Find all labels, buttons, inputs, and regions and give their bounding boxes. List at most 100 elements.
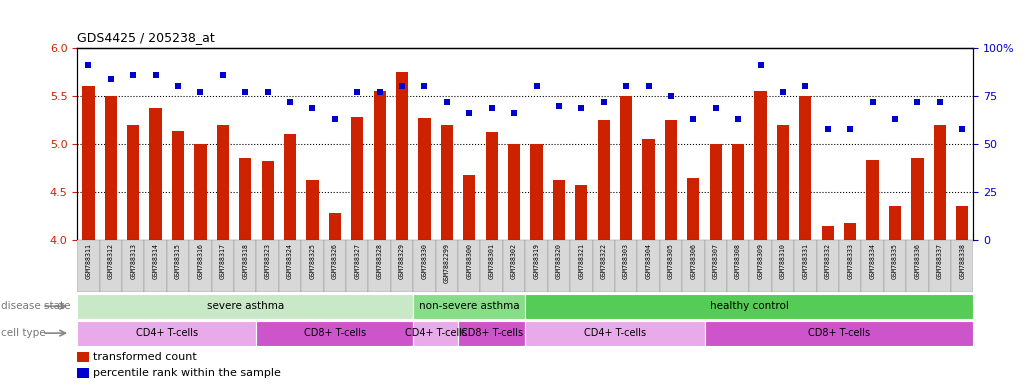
Text: GSM788312: GSM788312 bbox=[108, 243, 114, 279]
Text: GSM788307: GSM788307 bbox=[713, 243, 719, 279]
Bar bbox=[82, 86, 95, 240]
Point bbox=[483, 104, 500, 111]
Bar bbox=[234, 240, 256, 292]
Point bbox=[528, 83, 545, 89]
Text: GSM788311: GSM788311 bbox=[85, 243, 92, 279]
Bar bbox=[530, 144, 543, 240]
Text: GSM788320: GSM788320 bbox=[556, 243, 562, 279]
Point bbox=[641, 83, 657, 89]
Bar bbox=[799, 96, 812, 240]
Text: GSM788310: GSM788310 bbox=[780, 243, 786, 279]
Bar bbox=[105, 96, 117, 240]
Text: cell type: cell type bbox=[1, 328, 45, 338]
Bar bbox=[615, 240, 638, 292]
Point bbox=[708, 104, 724, 111]
Bar bbox=[77, 321, 256, 346]
Bar bbox=[458, 321, 525, 346]
Text: GSM788315: GSM788315 bbox=[175, 243, 181, 279]
Text: GSM788334: GSM788334 bbox=[869, 243, 875, 279]
Bar bbox=[817, 240, 838, 292]
Bar bbox=[329, 213, 341, 240]
Bar bbox=[301, 240, 323, 292]
Point bbox=[954, 126, 970, 132]
Text: transformed count: transformed count bbox=[94, 352, 197, 362]
Bar bbox=[548, 240, 571, 292]
Text: CD4+ T-cells: CD4+ T-cells bbox=[136, 328, 198, 338]
Text: GSM788326: GSM788326 bbox=[332, 243, 338, 279]
Bar bbox=[951, 240, 973, 292]
Bar bbox=[144, 240, 167, 292]
Text: GSM788338: GSM788338 bbox=[959, 243, 965, 279]
Text: GSM788333: GSM788333 bbox=[847, 243, 853, 279]
Bar bbox=[458, 240, 480, 292]
Text: GSM788313: GSM788313 bbox=[130, 243, 136, 279]
Bar bbox=[592, 240, 615, 292]
Text: GSM788309: GSM788309 bbox=[757, 243, 763, 279]
Bar bbox=[239, 159, 251, 240]
Bar bbox=[464, 175, 476, 240]
Point bbox=[304, 104, 320, 111]
Bar bbox=[77, 240, 100, 292]
Text: severe asthma: severe asthma bbox=[207, 301, 284, 311]
Bar bbox=[525, 294, 973, 319]
Bar bbox=[884, 240, 906, 292]
Bar bbox=[956, 207, 968, 240]
Text: GSM788317: GSM788317 bbox=[219, 243, 226, 279]
Text: GSM788322: GSM788322 bbox=[600, 243, 607, 279]
Bar bbox=[413, 294, 525, 319]
Bar bbox=[508, 144, 520, 240]
Bar bbox=[279, 240, 301, 292]
Point bbox=[393, 83, 410, 89]
Point bbox=[506, 110, 522, 116]
Bar bbox=[933, 125, 946, 240]
Bar bbox=[77, 368, 89, 377]
Bar bbox=[256, 240, 279, 292]
Text: GSM788328: GSM788328 bbox=[377, 243, 383, 279]
Point bbox=[237, 89, 253, 95]
Bar bbox=[100, 240, 123, 292]
Text: GDS4425 / 205238_at: GDS4425 / 205238_at bbox=[77, 31, 215, 44]
Text: GSM788318: GSM788318 bbox=[242, 243, 248, 279]
Point bbox=[820, 126, 836, 132]
Point bbox=[125, 72, 141, 78]
Point bbox=[103, 76, 119, 82]
Point bbox=[842, 126, 858, 132]
Bar bbox=[571, 240, 592, 292]
Bar bbox=[127, 125, 139, 240]
Bar bbox=[167, 240, 190, 292]
Point bbox=[416, 83, 433, 89]
Text: GSM788327: GSM788327 bbox=[354, 243, 360, 279]
Text: GSM788335: GSM788335 bbox=[892, 243, 898, 279]
Text: CD4+ T-cells: CD4+ T-cells bbox=[405, 328, 467, 338]
Bar bbox=[123, 240, 144, 292]
Point bbox=[327, 116, 343, 122]
Text: GSM788306: GSM788306 bbox=[690, 243, 696, 279]
Bar bbox=[754, 91, 766, 240]
Text: GSM788302: GSM788302 bbox=[511, 243, 517, 279]
Text: GSM788301: GSM788301 bbox=[488, 243, 494, 279]
Text: GSM7882299: GSM7882299 bbox=[444, 243, 450, 283]
Bar bbox=[777, 125, 789, 240]
Point bbox=[595, 99, 612, 105]
Bar bbox=[413, 321, 458, 346]
Bar bbox=[390, 240, 413, 292]
Bar bbox=[418, 118, 431, 240]
Text: GSM788337: GSM788337 bbox=[936, 243, 942, 279]
Bar bbox=[638, 240, 659, 292]
Point bbox=[372, 89, 388, 95]
Text: CD8+ T-cells: CD8+ T-cells bbox=[304, 328, 366, 338]
Bar bbox=[687, 177, 699, 240]
Point bbox=[730, 116, 747, 122]
Bar bbox=[190, 240, 212, 292]
Text: GSM788308: GSM788308 bbox=[735, 243, 742, 279]
Bar bbox=[149, 108, 162, 240]
Bar bbox=[749, 240, 771, 292]
Point bbox=[864, 99, 881, 105]
Point bbox=[260, 89, 276, 95]
Bar bbox=[525, 321, 705, 346]
Text: GSM788330: GSM788330 bbox=[421, 243, 427, 279]
Bar bbox=[485, 132, 497, 240]
Text: GSM788321: GSM788321 bbox=[578, 243, 584, 279]
Bar bbox=[620, 96, 632, 240]
Text: CD4+ T-cells: CD4+ T-cells bbox=[584, 328, 646, 338]
